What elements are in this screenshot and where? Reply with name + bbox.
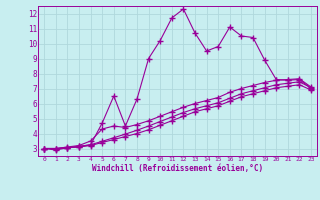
X-axis label: Windchill (Refroidissement éolien,°C): Windchill (Refroidissement éolien,°C) [92, 164, 263, 173]
